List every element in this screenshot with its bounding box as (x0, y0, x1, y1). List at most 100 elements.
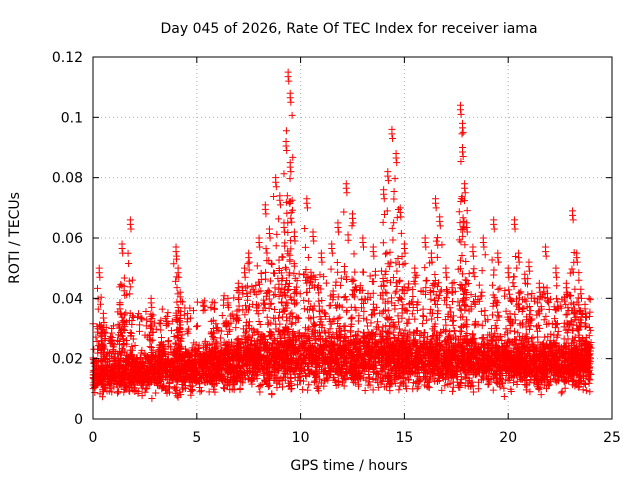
data-point (374, 318, 382, 326)
data-point (152, 389, 160, 397)
data-point (143, 384, 151, 392)
data-point (586, 388, 594, 396)
data-point (193, 322, 201, 330)
data-point (299, 386, 307, 394)
data-point (190, 307, 198, 315)
gridlines (93, 57, 612, 419)
data-point (386, 387, 394, 395)
data-point (360, 299, 368, 307)
data-point (475, 281, 483, 289)
data-point (135, 327, 143, 335)
data-point (500, 384, 508, 392)
data-point (130, 314, 138, 322)
data-point (587, 326, 595, 334)
data-point (243, 296, 251, 304)
chart-title: Day 045 of 2026, Rate Of TEC Index for r… (160, 21, 537, 37)
data-point (134, 310, 142, 318)
data-point (582, 387, 590, 395)
data-point (500, 393, 508, 401)
data-point (553, 295, 561, 303)
data-point (337, 274, 345, 282)
data-point (149, 336, 157, 344)
data-point (552, 319, 560, 327)
data-point (113, 389, 121, 397)
data-point (165, 337, 173, 345)
data-point (248, 380, 256, 388)
data-point (256, 382, 264, 390)
data-point (419, 320, 427, 328)
data-point (493, 316, 501, 324)
data-point (391, 379, 399, 387)
data-point (582, 314, 590, 322)
data-point (585, 294, 593, 302)
data-point (138, 392, 146, 400)
data-point (322, 279, 330, 287)
data-point (395, 386, 403, 394)
data-point (574, 294, 582, 302)
data-point (369, 289, 377, 297)
data-point (163, 312, 171, 320)
data-point (268, 391, 276, 399)
data-point (261, 300, 269, 308)
data-point (475, 297, 483, 305)
data-point (511, 310, 519, 318)
data-point (200, 302, 208, 310)
data-point (393, 283, 401, 291)
data-point (513, 381, 521, 389)
data-point (502, 376, 510, 384)
data-point (230, 294, 238, 302)
data-point (266, 277, 274, 285)
data-point (146, 324, 154, 332)
data-point (438, 386, 446, 394)
data-point (90, 345, 98, 353)
data-point (322, 336, 330, 344)
data-point (557, 389, 565, 397)
data-point (325, 302, 333, 310)
data-point (522, 386, 530, 394)
data-point (254, 310, 262, 318)
data-point (196, 388, 204, 396)
data-point (384, 329, 392, 337)
data-point (179, 385, 187, 393)
data-point (148, 395, 156, 403)
data-point (340, 382, 348, 390)
data-point (349, 291, 357, 299)
data-point (543, 385, 551, 393)
data-point (441, 382, 449, 390)
data-point (505, 286, 513, 294)
data-point (586, 296, 594, 304)
data-point (172, 389, 180, 397)
data-point (526, 388, 534, 396)
data-point (226, 326, 234, 334)
data-points (89, 68, 595, 403)
data-point (586, 308, 594, 316)
data-point (424, 383, 432, 391)
data-point (216, 334, 224, 342)
data-point (187, 391, 195, 399)
data-point (220, 384, 228, 392)
data-point (469, 388, 477, 396)
data-point (365, 374, 373, 382)
data-point (305, 297, 313, 305)
data-point (456, 280, 464, 288)
data-point (193, 298, 201, 306)
data-point (585, 332, 593, 340)
data-point (366, 381, 374, 389)
data-point (136, 321, 144, 329)
data-point (391, 289, 399, 297)
data-point (532, 323, 540, 331)
data-point (157, 326, 165, 334)
data-point (427, 305, 435, 313)
data-point (142, 385, 150, 393)
data-point (256, 388, 264, 396)
data-point (450, 279, 458, 287)
data-point (449, 387, 457, 395)
data-point (382, 383, 390, 391)
data-point (138, 315, 146, 323)
data-point (199, 307, 207, 315)
data-point (354, 327, 362, 335)
data-point (546, 337, 554, 345)
data-point (341, 293, 349, 301)
data-point (218, 312, 226, 320)
